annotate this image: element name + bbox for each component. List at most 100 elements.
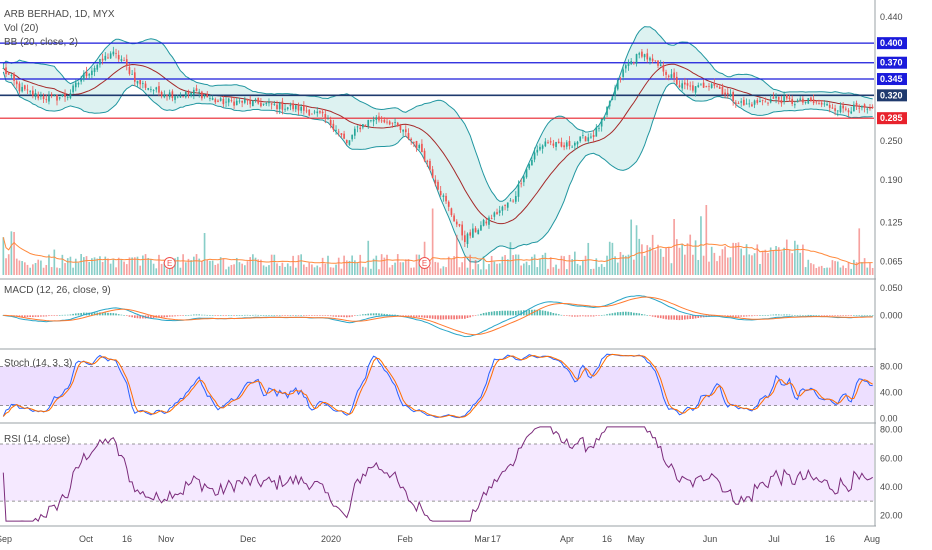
volume-legend[interactable]: Vol (20): [4, 23, 38, 34]
volume-bar[interactable]: [163, 261, 166, 275]
volume-bar[interactable]: [437, 262, 439, 275]
volume-bar[interactable]: [600, 264, 603, 275]
candle[interactable]: [525, 168, 528, 178]
volume-bar[interactable]: [533, 254, 536, 275]
candle[interactable]: [439, 190, 442, 196]
candle[interactable]: [53, 95, 56, 97]
macd-histogram-bar[interactable]: [112, 313, 115, 316]
volume-bar[interactable]: [80, 254, 82, 275]
candle[interactable]: [292, 103, 294, 110]
macd-histogram-bar[interactable]: [643, 314, 646, 316]
candle[interactable]: [820, 102, 823, 105]
volume-bar[interactable]: [383, 257, 386, 275]
macd-histogram-bar[interactable]: [455, 315, 458, 320]
candle[interactable]: [404, 129, 407, 133]
volume-bar[interactable]: [42, 267, 45, 275]
candle[interactable]: [96, 64, 99, 70]
volume-bar[interactable]: [404, 259, 407, 275]
volume-bar[interactable]: [260, 259, 262, 275]
volume-bar[interactable]: [101, 261, 104, 275]
macd-histogram-bar[interactable]: [861, 314, 863, 316]
volume-bar[interactable]: [410, 267, 413, 275]
volume-bar[interactable]: [761, 251, 764, 275]
macd-histogram-bar[interactable]: [292, 315, 294, 316]
volume-bar[interactable]: [182, 254, 184, 275]
volume-bar[interactable]: [136, 256, 139, 275]
macd-histogram-bar[interactable]: [337, 315, 340, 317]
candle[interactable]: [136, 80, 139, 84]
candle[interactable]: [726, 92, 729, 95]
macd-histogram-bar[interactable]: [214, 315, 217, 316]
volume-bar[interactable]: [292, 255, 294, 275]
macd-histogram-bar[interactable]: [807, 314, 810, 316]
candle[interactable]: [217, 100, 219, 102]
candle[interactable]: [171, 91, 174, 98]
candle[interactable]: [565, 142, 568, 147]
macd-histogram-bar[interactable]: [150, 315, 152, 319]
volume-bar[interactable]: [289, 266, 292, 275]
candle[interactable]: [539, 146, 541, 150]
candle[interactable]: [58, 97, 61, 99]
macd-histogram-bar[interactable]: [853, 315, 855, 316]
candle[interactable]: [378, 116, 380, 121]
volume-bar[interactable]: [863, 258, 866, 275]
macd-histogram-bar[interactable]: [270, 315, 273, 316]
macd-histogram-bar[interactable]: [257, 314, 260, 316]
macd-histogram-bar[interactable]: [734, 315, 737, 317]
volume-bar[interactable]: [176, 256, 179, 275]
macd-histogram-bar[interactable]: [193, 314, 195, 316]
macd-histogram-bar[interactable]: [321, 315, 324, 316]
macd-histogram-bar[interactable]: [871, 315, 874, 316]
candle[interactable]: [689, 85, 692, 87]
macd-histogram-bar[interactable]: [415, 315, 418, 318]
volume-bar[interactable]: [702, 255, 705, 275]
level-price-tag[interactable]: [877, 56, 907, 69]
volume-bar[interactable]: [399, 262, 402, 275]
volume-bar[interactable]: [509, 242, 512, 275]
macd-histogram-bar[interactable]: [209, 315, 211, 316]
volume-bar[interactable]: [305, 266, 308, 275]
candle[interactable]: [461, 224, 463, 236]
macd-histogram-bar[interactable]: [533, 309, 536, 316]
volume-bar[interactable]: [329, 267, 332, 275]
volume-bar[interactable]: [794, 240, 796, 275]
volume-bar[interactable]: [705, 205, 708, 275]
candle[interactable]: [64, 93, 66, 97]
macd-histogram-bar[interactable]: [182, 315, 184, 316]
candle[interactable]: [198, 91, 201, 93]
candle[interactable]: [630, 61, 633, 65]
volume-bar[interactable]: [362, 266, 364, 275]
macd-histogram-bar[interactable]: [662, 315, 665, 319]
macd-histogram-bar[interactable]: [72, 313, 74, 316]
candle[interactable]: [343, 133, 345, 139]
macd-histogram-bar[interactable]: [552, 313, 555, 316]
volume-bar[interactable]: [667, 247, 670, 275]
volume-bar[interactable]: [187, 258, 190, 275]
volume-bar[interactable]: [112, 258, 115, 275]
candle[interactable]: [622, 69, 624, 77]
macd-histogram-bar[interactable]: [319, 315, 321, 316]
macd-histogram-bar[interactable]: [517, 310, 520, 316]
candle[interactable]: [23, 85, 26, 90]
volume-bar[interactable]: [394, 262, 396, 275]
candle[interactable]: [783, 96, 785, 102]
candle[interactable]: [241, 100, 243, 103]
volume-bar[interactable]: [407, 259, 410, 275]
macd-histogram-bar[interactable]: [184, 315, 187, 316]
macd-histogram-bar[interactable]: [791, 314, 793, 316]
candle[interactable]: [796, 100, 799, 103]
candle[interactable]: [48, 95, 50, 102]
candle[interactable]: [794, 104, 796, 106]
macd-histogram-bar[interactable]: [74, 313, 77, 316]
volume-bar[interactable]: [571, 259, 573, 275]
macd-histogram-bar[interactable]: [836, 315, 839, 316]
candle[interactable]: [616, 80, 619, 90]
volume-bar[interactable]: [775, 245, 777, 275]
candle[interactable]: [426, 160, 429, 162]
candle[interactable]: [233, 101, 235, 106]
macd-histogram-bar[interactable]: [418, 315, 421, 318]
candle[interactable]: [574, 142, 576, 146]
volume-bar[interactable]: [866, 267, 869, 275]
macd-histogram-bar[interactable]: [866, 315, 869, 316]
candle[interactable]: [670, 74, 673, 78]
